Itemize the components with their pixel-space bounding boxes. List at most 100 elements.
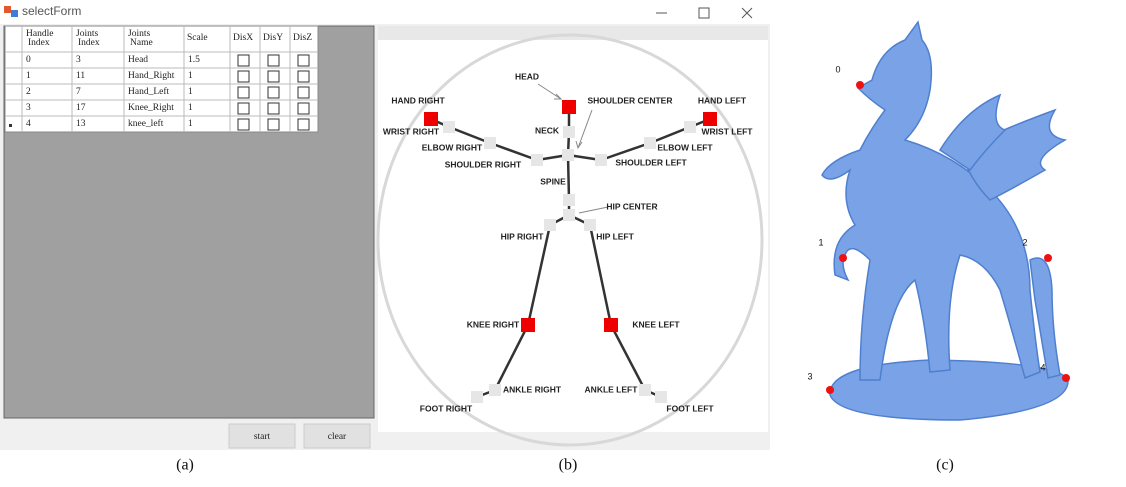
button-label[interactable]: clear <box>328 432 347 442</box>
joint-label: HAND LEFT <box>698 95 747 105</box>
checkbox[interactable] <box>298 119 309 130</box>
joint <box>531 154 543 166</box>
joint <box>684 121 696 133</box>
joint-label: SPINE <box>540 176 566 186</box>
joint-label: NECK <box>535 125 560 135</box>
joint <box>639 384 651 396</box>
checkbox[interactable] <box>268 87 279 98</box>
joint-label: ANKLE LEFT <box>585 384 639 394</box>
button-label[interactable]: start <box>254 432 271 442</box>
panel-band <box>378 26 768 40</box>
selected-joint <box>521 318 535 332</box>
joint <box>443 121 455 133</box>
joint-label: HAND RIGHT <box>391 95 445 105</box>
column-header: DisY <box>263 33 283 43</box>
joint-label: SHOULDER CENTER <box>587 95 672 105</box>
checkbox[interactable] <box>268 119 279 130</box>
selected-joint <box>424 112 438 126</box>
checkbox[interactable] <box>238 71 249 82</box>
window-title: selectForm <box>22 4 81 18</box>
joint <box>595 154 607 166</box>
checkbox[interactable] <box>268 55 279 66</box>
row-selector <box>9 124 12 127</box>
table-cell: Head <box>128 55 148 65</box>
table-cell: Knee_Right <box>128 103 174 113</box>
joint-label: SHOULDER RIGHT <box>445 159 522 169</box>
handle-point <box>856 81 864 89</box>
table-cell: 7 <box>76 87 81 97</box>
model-surface <box>822 22 1040 380</box>
joint <box>563 126 575 138</box>
checkbox[interactable] <box>238 103 249 114</box>
caption: (c) <box>936 457 954 474</box>
joint <box>544 219 556 231</box>
checkbox[interactable] <box>238 87 249 98</box>
selected-joint <box>703 112 717 126</box>
joint-label: HIP RIGHT <box>501 231 545 241</box>
joint <box>562 149 574 161</box>
handle-point <box>1062 374 1070 382</box>
joint-label: HIP CENTER <box>606 201 657 211</box>
table-cell: 1 <box>26 71 31 81</box>
table-cell: knee_left <box>128 118 164 129</box>
table-cell: 3 <box>76 55 81 65</box>
joint-label: KNEE LEFT <box>632 319 680 329</box>
table-cell: 1.5 <box>188 55 200 65</box>
checkbox[interactable] <box>298 71 309 82</box>
column-header: JointsIndex <box>76 29 100 48</box>
table-cell: 1 <box>188 87 193 97</box>
checkbox[interactable] <box>268 71 279 82</box>
joint-label: ELBOW LEFT <box>657 142 713 152</box>
table-cell: Hand_Left <box>128 86 170 97</box>
joint-label: FOOT LEFT <box>666 403 714 413</box>
selected-joint <box>562 100 576 114</box>
handle-label: 2 <box>1022 237 1027 247</box>
checkbox[interactable] <box>268 103 279 114</box>
checkbox[interactable] <box>238 55 249 66</box>
table-cell: 3 <box>26 103 31 113</box>
joint <box>484 137 496 149</box>
joint <box>644 137 656 149</box>
table-cell: 0 <box>26 55 31 65</box>
handle-point <box>839 254 847 262</box>
joint-label: ELBOW RIGHT <box>422 142 483 152</box>
handle-label: 4 <box>1040 362 1045 372</box>
joint-label: HIP LEFT <box>596 231 634 241</box>
checkbox[interactable] <box>238 119 249 130</box>
table-cell: 4 <box>26 119 31 129</box>
table-cell: 2 <box>26 87 31 97</box>
caption: (a) <box>176 457 194 474</box>
table-cell: 13 <box>76 119 86 129</box>
joint-label: WRIST LEFT <box>702 126 754 136</box>
joint-label: SHOULDER LEFT <box>615 157 687 167</box>
table-cell: 17 <box>76 103 86 113</box>
checkbox[interactable] <box>298 87 309 98</box>
app-icon <box>11 10 18 17</box>
table-cell: Hand_Right <box>128 71 175 81</box>
caption: (b) <box>559 457 578 474</box>
joint <box>563 209 575 221</box>
selected-joint <box>604 318 618 332</box>
table-cell: 1 <box>188 119 193 129</box>
title-bar <box>0 0 770 24</box>
figure: selectForm HandleIndex JointsIndex JointsN… <box>0 0 1126 482</box>
table-cell: 1 <box>188 71 193 81</box>
checkbox[interactable] <box>298 103 309 114</box>
joint <box>489 384 501 396</box>
handle-label: 3 <box>807 371 812 381</box>
handle-point <box>826 386 834 394</box>
joint <box>471 391 483 403</box>
joint-label: ANKLE RIGHT <box>503 384 562 394</box>
joint <box>655 391 667 403</box>
column-header: Scale <box>187 33 208 43</box>
joint <box>563 194 575 206</box>
page: selectForm HandleIndex JointsIndex JointsN… <box>0 0 1126 482</box>
joint-label: FOOT RIGHT <box>420 403 473 413</box>
column-header: DisZ <box>293 33 312 43</box>
handle-label: 0 <box>835 64 840 74</box>
table-cell: 1 <box>188 103 193 113</box>
checkbox[interactable] <box>298 55 309 66</box>
